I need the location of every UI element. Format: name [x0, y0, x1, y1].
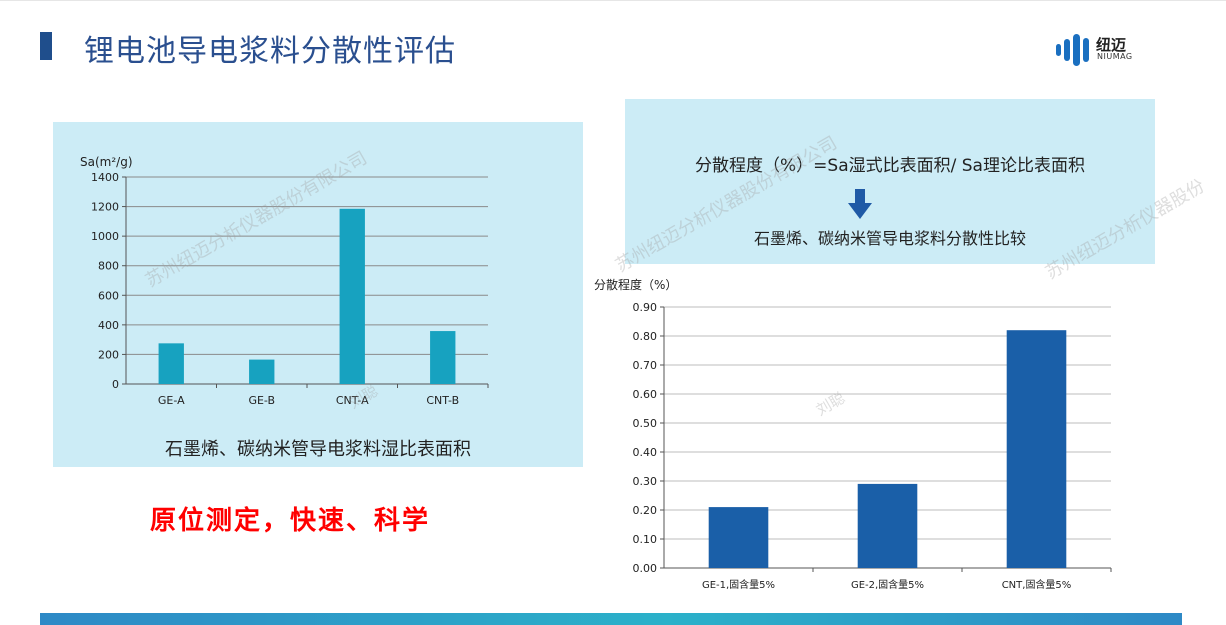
y-tick-label: 200: [98, 348, 119, 361]
y-tick-label: 0.90: [633, 301, 658, 314]
y-tick-label: 0.30: [633, 475, 658, 488]
bar: [708, 507, 769, 568]
x-category-label: CNT,固含量5%: [1002, 578, 1072, 591]
logo-name-cn: 纽迈: [1096, 36, 1127, 54]
x-category-label: GE-2,固含量5%: [851, 578, 924, 591]
left-chart-panel: [53, 122, 583, 467]
x-category-label: GE-1,固含量5%: [702, 578, 775, 591]
y-axis-label: 分散程度（%）: [594, 277, 677, 292]
x-category-label: GE-A: [158, 394, 185, 407]
bar: [339, 208, 365, 384]
y-tick-label: 0.00: [633, 562, 658, 575]
specific-surface-area-chart: 0 200 400 600 800 1000 1200 1400 Sa(m²/g) GE-A GE-…: [80, 155, 489, 407]
bar: [1006, 330, 1067, 568]
bottom-accent-bar: [40, 613, 1182, 625]
y-tick-label: 800: [98, 260, 119, 273]
x-category-label: CNT-A: [336, 394, 369, 407]
y-tick-label: 600: [98, 289, 119, 302]
slogan-text: 原位测定，快速、科学: [150, 506, 431, 536]
bar: [158, 343, 184, 384]
dispersion-degree-chart: 0.00 0.10 0.20 0.30 0.40 0.50 0.60 0.70 0.80 0.90…: [594, 277, 1112, 591]
y-tick-label: 0.10: [633, 533, 658, 546]
y-tick-label: 1200: [91, 201, 119, 214]
dispersion-formula: 分散程度（%）=Sa湿式比表面积/ Sa理论比表面积: [695, 156, 1085, 176]
y-tick-label: 0.70: [633, 359, 658, 372]
formula-panel: [625, 99, 1155, 264]
logo-name-en: NIUMAG: [1097, 52, 1133, 61]
y-tick-label: 0: [112, 378, 119, 391]
comparison-text: 石墨烯、碳纳米管导电浆料分散性比较: [753, 229, 1026, 248]
top-divider: [0, 0, 1226, 1]
x-category-label: GE-B: [248, 394, 275, 407]
y-tick-label: 0.80: [633, 330, 658, 343]
page-title: 锂电池导电浆料分散性评估: [84, 34, 456, 69]
y-tick-label: 0.50: [633, 417, 658, 430]
y-tick-label: 1400: [91, 171, 119, 184]
niumag-logo-icon: [1056, 34, 1089, 66]
y-axis-label: Sa(m²/g): [80, 155, 133, 169]
y-tick-label: 400: [98, 319, 119, 332]
title-accent-bar: [40, 32, 52, 60]
y-tick-label: 0.60: [633, 388, 658, 401]
y-tick-label: 1000: [91, 230, 119, 243]
y-tick-label: 0.20: [633, 504, 658, 517]
y-tick-label: 0.40: [633, 446, 658, 459]
bar: [249, 359, 275, 384]
x-category-label: CNT-B: [426, 394, 459, 407]
down-arrow-icon: [848, 189, 872, 219]
left-chart-caption: 石墨烯、碳纳米管导电浆料湿比表面积: [165, 439, 471, 460]
bar: [430, 331, 456, 384]
bar: [857, 483, 918, 568]
